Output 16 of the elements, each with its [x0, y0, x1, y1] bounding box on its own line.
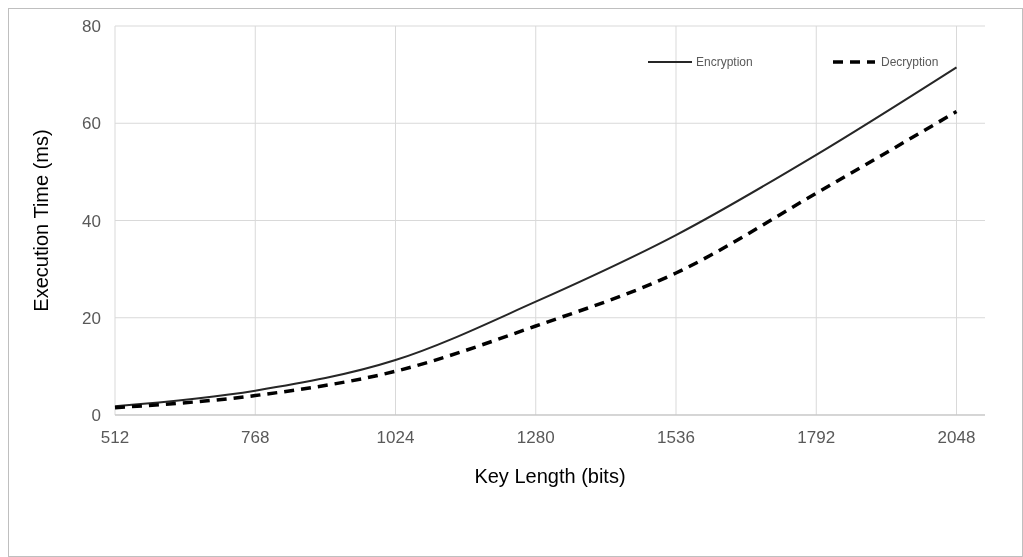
- y-tick-label: 20: [82, 308, 101, 328]
- x-tick-label: 1024: [376, 428, 415, 447]
- x-tick-label: 1280: [516, 428, 555, 447]
- x-tick-label: 512: [100, 428, 130, 447]
- x-tick-label: 768: [241, 428, 270, 447]
- y-axis-title: Execution Time (ms): [30, 129, 52, 312]
- legend-label: Encryption: [696, 55, 753, 69]
- y-tick-label: 0: [91, 406, 101, 425]
- legend-label: Decryption: [881, 55, 939, 69]
- x-axis-title: Key Length (bits): [474, 465, 626, 487]
- x-tick-label: 2048: [937, 428, 976, 447]
- y-tick-label: 80: [82, 17, 101, 36]
- y-tick-label: 60: [82, 114, 101, 134]
- x-tick-label: 1792: [797, 428, 836, 447]
- x-tick-label: 1536: [657, 428, 695, 447]
- y-tick-label: 40: [82, 211, 101, 231]
